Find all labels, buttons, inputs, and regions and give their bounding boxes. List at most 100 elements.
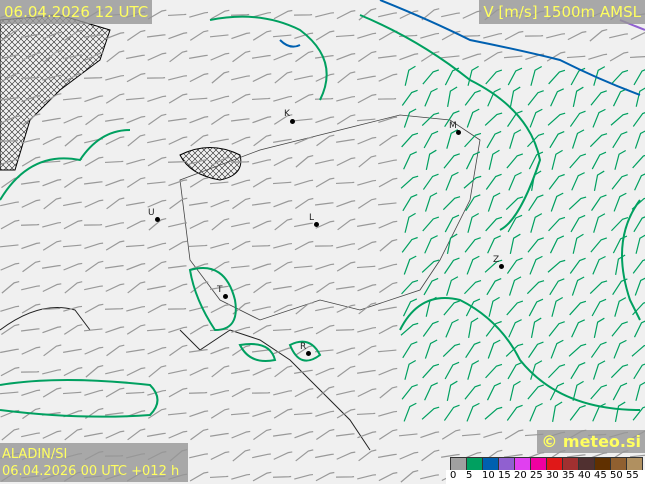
wind-barb [126, 220, 146, 230]
wind-barb [127, 428, 146, 441]
wind-barb [63, 219, 83, 230]
wind-barb [168, 283, 188, 292]
wind-barb [210, 156, 230, 167]
wind-barb [231, 473, 251, 480]
wind-barb [336, 10, 356, 20]
wind-barb [378, 116, 398, 124]
wind-barb [401, 279, 419, 295]
wind-barb [315, 324, 335, 335]
country-border [179, 114, 481, 321]
wind-barb [357, 32, 377, 39]
wind-barb [506, 404, 523, 421]
wind-barb [358, 449, 377, 462]
wind-barb [486, 382, 502, 401]
wind-barb [188, 391, 208, 394]
wind-barb [231, 136, 251, 145]
wind-barb [295, 449, 314, 462]
wind-barb [168, 93, 188, 104]
wind-barb [253, 428, 272, 441]
wind-barb [189, 453, 208, 459]
wind-barb [443, 404, 460, 421]
wind-barb [106, 344, 125, 357]
wind-barb [273, 242, 293, 249]
wind-barb [42, 221, 62, 228]
legend-tick-label: 35 [562, 470, 575, 481]
wind-barb [232, 301, 251, 315]
wind-barb [593, 170, 605, 191]
wind-barb [487, 235, 501, 254]
wind-barb [21, 156, 41, 167]
wind-barb [252, 410, 272, 418]
wind-barb [611, 69, 629, 85]
wind-barb [231, 326, 251, 333]
wind-barb [168, 222, 187, 228]
wind-barb [273, 261, 293, 272]
wind-barb [272, 181, 292, 185]
wind-barb [465, 194, 481, 212]
wind-barb [357, 93, 377, 104]
wind-barb [64, 29, 83, 42]
wind-barb [210, 304, 230, 314]
wind-barb [231, 240, 251, 251]
wind-barb [210, 451, 230, 461]
wind-barb [403, 108, 417, 128]
wind-barb [443, 300, 461, 316]
wind-barb [252, 453, 271, 459]
wind-barb [189, 73, 209, 83]
wind-barb [421, 8, 440, 21]
wind-barb [210, 138, 229, 144]
wind-barb [508, 319, 522, 338]
legend-tick-label: 30 [546, 470, 559, 481]
wind-barb [293, 118, 313, 122]
wind-barb [442, 196, 461, 211]
city-label: K [284, 109, 290, 119]
wind-barb [63, 348, 82, 353]
wind-barb [62, 391, 82, 395]
wind-barb [548, 364, 566, 379]
wind-barb [105, 74, 125, 81]
wind-barb [84, 156, 104, 167]
wind-barb [572, 380, 584, 401]
wind-barb [21, 389, 41, 397]
wind-barb [527, 133, 545, 148]
wind-barb [104, 412, 124, 416]
wind-barb [294, 136, 314, 145]
wind-barb [315, 12, 334, 18]
wind-barb [567, 31, 587, 41]
wind-barb [21, 199, 41, 208]
wind-barb [105, 430, 125, 439]
wind-barb [0, 219, 20, 230]
wind-barb [294, 32, 314, 40]
run-time: 06.04.2026 00 UTC +012 h [2, 464, 180, 479]
wind-barb [210, 52, 230, 61]
wind-barb [63, 305, 83, 312]
wind-barb [251, 202, 271, 206]
wind-barb [316, 134, 335, 147]
wind-barb [125, 391, 145, 395]
wind-barb [83, 181, 103, 185]
wind-barb [613, 339, 627, 359]
wind-barb [189, 367, 209, 376]
city-dot [314, 222, 319, 227]
wind-barb [83, 76, 103, 79]
wind-barb [189, 158, 209, 165]
wind-barb [210, 261, 230, 272]
wind-barb [105, 283, 125, 292]
wind-barb [485, 69, 503, 85]
wind-barb [126, 54, 145, 60]
wind-barb [356, 265, 376, 269]
wind-barb [569, 404, 586, 421]
wind-barb [84, 52, 104, 61]
wind-barb [169, 50, 188, 63]
wind-barb [126, 72, 146, 83]
wind-barb [1, 323, 20, 335]
wind-barb [609, 33, 628, 39]
wind-barb [85, 113, 104, 126]
wind-barb [570, 67, 586, 86]
wind-barb [591, 194, 607, 211]
wind-barb [273, 200, 293, 208]
wind-barb [485, 363, 503, 379]
wind-barb [378, 73, 398, 82]
wind-barb [462, 53, 482, 61]
wind-barb [549, 131, 565, 149]
